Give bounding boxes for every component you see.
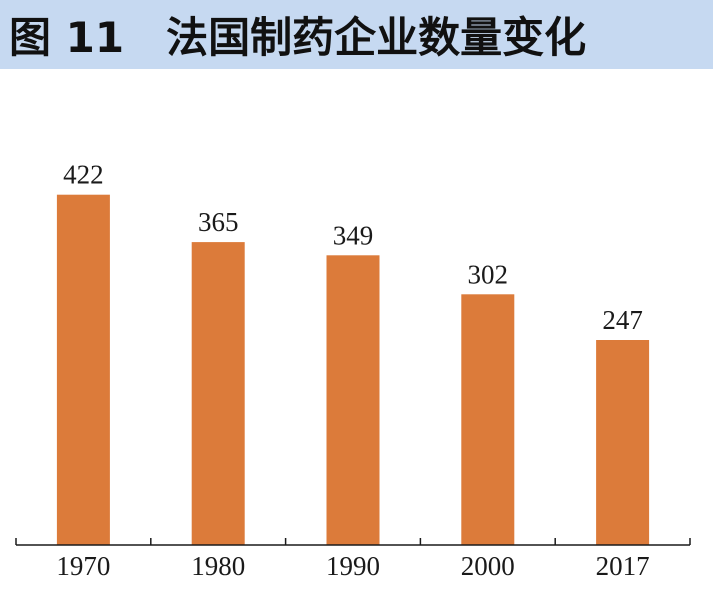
- data-label-1980: 365: [198, 207, 239, 237]
- x-tick-label-1990: 1990: [326, 551, 380, 581]
- x-tick-label-2017: 2017: [596, 551, 650, 581]
- data-label-1970: 422: [63, 160, 104, 190]
- bar-2017: [596, 340, 650, 545]
- x-tick-label-1970: 1970: [56, 551, 110, 581]
- x-tick-label-2000: 2000: [461, 551, 515, 581]
- figure-title-bar: 图 11 法国制药企业数量变化: [0, 0, 713, 69]
- page-title: 法国制药企业数量变化: [166, 13, 587, 62]
- bar-1970: [56, 194, 110, 545]
- bar-1990: [326, 255, 380, 546]
- data-label-2017: 247: [602, 305, 643, 335]
- bar-chart: 422 365 349 302 247 1970 1980 1990 2000 2017: [15, 160, 691, 581]
- data-label-2000: 302: [468, 259, 509, 289]
- x-tick-label-1980: 1980: [191, 551, 245, 581]
- figure-label: 图 11: [9, 13, 125, 62]
- bar-1980: [191, 242, 245, 545]
- bar-2000: [461, 294, 515, 545]
- data-label-1990: 349: [333, 220, 374, 250]
